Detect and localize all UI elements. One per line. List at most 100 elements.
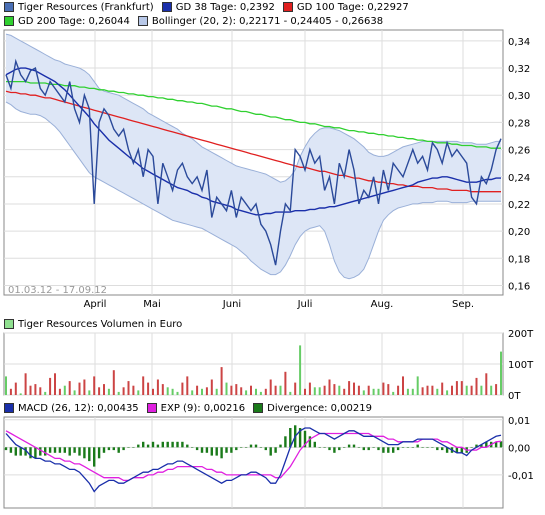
macd-line [5,427,502,493]
divergence-bar [93,447,96,467]
volume-bar [465,385,468,395]
legend-label: MACD (26, 12): 0,00435 [18,402,139,414]
divergence-bar [460,447,463,453]
volume-bar [54,373,56,395]
volume-bar [490,385,493,395]
volume-bar [441,382,444,395]
volume-bar [210,379,213,395]
divergence-bar [499,441,503,448]
volume-bar [19,393,22,395]
divergence-bar [146,444,150,448]
divergence-bar [416,444,419,448]
volume-bar [269,379,272,395]
divergence-bar [274,447,277,453]
legend-swatch [253,403,264,413]
volume-bar [147,382,150,395]
divergence-bar [264,447,267,451]
divergence-bar [357,447,361,448]
x-tick-label: Sep. [452,299,474,310]
volume-bar [240,387,243,396]
volume-bar [426,385,429,395]
divergence-bar [313,441,316,448]
x-tick-label: Juli [297,299,313,310]
volume-bar [63,385,66,395]
volume-bar [397,385,400,395]
legend-item: Tiger Resources (Frankfurt) [4,2,154,13]
volume-bar [372,388,375,395]
divergence-bar [215,447,218,456]
divergence-bar [195,447,199,451]
divergence-bar [210,447,213,456]
divergence-bar [485,441,488,448]
volume-bar [446,390,449,395]
y-tick-label: -0,01 [508,471,534,482]
divergence-bar [83,447,86,459]
x-tick-label: Mai [143,299,161,310]
volume-bar [88,390,91,395]
divergence-bar [323,447,326,448]
volume-bar [299,345,302,395]
volume-bar [470,385,473,395]
y-tick-label: 100T [508,360,534,371]
exp-line [5,430,502,482]
volume-bar [49,377,52,395]
volume-bar [416,376,419,395]
divergence-bar [186,444,189,448]
divergence-bar [44,447,47,456]
volume-bar [294,382,297,395]
volume-bar [451,385,453,395]
volume-bar [24,373,27,395]
volume-bar [58,388,61,395]
divergence-bar [401,447,405,448]
volume-bar [308,382,311,395]
macd-legend: MACD (26, 12): 0,00435 EXP (9): 0,00216 … [4,401,380,415]
legend-label: Bollinger (20, 2): 0,22171 - 0,24405 - 0… [151,15,384,27]
y-tick-label: 200T [508,329,534,340]
volume-legend: Tiger Resources Volumen in Euro [4,317,190,331]
macd-panel: -0,01 0,00 0,01 [3,416,534,509]
divergence-bar [279,444,282,448]
y-tick-label: 0,30 [508,91,530,102]
volume-bar [225,382,228,395]
volume-bar [186,376,189,395]
plot-frame [3,416,504,509]
divergence-bar [455,447,459,453]
divergence-bar [235,447,238,451]
volume-bar [348,381,351,395]
divergence-bar [88,447,91,462]
divergence-bar [249,444,253,448]
volume-bar [220,367,223,395]
y-tick-label: 0,28 [508,118,530,129]
volume-bar [284,371,287,396]
divergence-bar [191,447,194,448]
volume-bar [245,390,248,395]
volume-bar [5,376,7,395]
date-range-label: 01.03.12 - 17.09.12 [8,285,107,296]
divergence-bar [127,447,130,448]
divergence-bar [14,447,17,456]
divergence-bar [367,447,370,451]
volume-bar [112,370,115,395]
divergence-bar [254,444,258,448]
volume-bar [333,384,336,395]
volume-bar [318,387,321,396]
volume-bar [255,388,257,395]
volume-bar [485,373,488,395]
x-tick-label: April [84,299,107,310]
divergence-bar [176,441,179,448]
volume-bar [152,388,154,395]
y-tick-label: 0,18 [508,254,530,265]
divergence-bar [387,447,390,453]
legend-item: Divergence: 0,00219 [253,403,372,414]
legend-label: GD 38 Tage: 0,2392 [175,1,275,13]
y-tick-label: 0,20 [508,227,530,238]
divergence-bar [259,447,263,448]
divergence-bar [205,447,209,453]
volume-bar [411,388,414,395]
volume-bar [353,382,355,395]
price-panel: 0,16 0,18 0,20 0,22 0,24 0,26 0,28 0,30 0,32 0,34… [3,29,530,310]
divergence-bar [102,447,106,453]
volume-bar [250,385,252,395]
y-tick-label: 0,16 [508,281,530,292]
divergence-bar [475,444,478,448]
